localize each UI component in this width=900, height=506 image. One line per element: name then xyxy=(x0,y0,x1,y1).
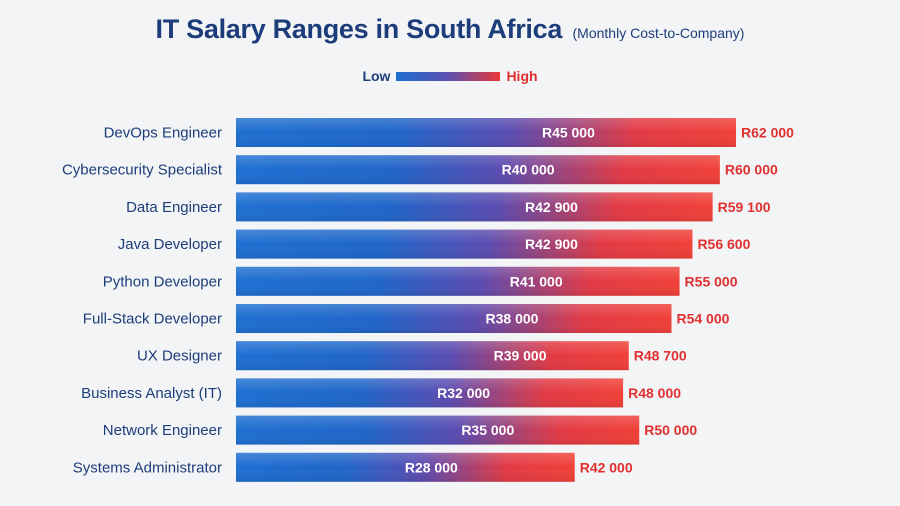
chart-subtitle: (Monthly Cost-to-Company) xyxy=(572,25,745,41)
salary-bar-gloss xyxy=(236,378,624,408)
category-label: Full-Stack Developer xyxy=(83,311,222,328)
category-label: Business Analyst (IT) xyxy=(81,385,222,402)
high-value-label: R54 000 xyxy=(676,311,729,327)
salary-bar-gloss xyxy=(236,118,736,147)
legend-high-label: High xyxy=(506,68,538,84)
salary-bar-gloss xyxy=(236,155,720,185)
salary-bar-gloss xyxy=(236,229,693,259)
high-value-label: R59 100 xyxy=(718,199,771,215)
category-label: Cybersecurity Specialist xyxy=(62,162,223,179)
legend: Low High xyxy=(0,68,900,84)
category-label: Python Developer xyxy=(103,273,222,290)
category-label: UX Designer xyxy=(137,348,222,365)
high-value-label: R55 000 xyxy=(685,273,738,289)
low-value-label: R39 000 xyxy=(494,348,547,364)
salary-bar-gloss xyxy=(236,452,575,482)
chart-title: IT Salary Ranges in South Africa xyxy=(155,14,563,44)
low-value-label: R32 000 xyxy=(437,385,490,401)
low-value-label: R40 000 xyxy=(502,162,555,178)
low-value-label: R35 000 xyxy=(461,422,514,438)
legend-gradient-swatch xyxy=(396,71,501,81)
high-value-label: R62 000 xyxy=(741,125,794,141)
low-value-label: R45 000 xyxy=(542,125,595,141)
category-label: Java Developer xyxy=(118,236,222,253)
category-label: Network Engineer xyxy=(103,422,222,439)
chart-title-block: IT Salary Ranges in South Africa (Monthl… xyxy=(0,14,900,45)
legend-low-label: Low xyxy=(362,68,391,84)
high-value-label: R56 600 xyxy=(697,236,750,252)
category-label: Systems Administrator xyxy=(73,459,222,476)
low-value-label: R28 000 xyxy=(405,459,458,475)
salary-bar-gloss xyxy=(236,415,640,445)
category-label: DevOps Engineer xyxy=(104,125,222,142)
high-value-label: R42 000 xyxy=(580,459,633,475)
high-value-label: R48 000 xyxy=(628,385,681,401)
salary-bar-gloss xyxy=(236,304,672,333)
low-value-label: R38 000 xyxy=(486,311,539,327)
low-value-label: R41 000 xyxy=(510,273,563,289)
high-value-label: R50 000 xyxy=(644,422,697,438)
salary-bar-gloss xyxy=(236,266,680,296)
high-value-label: R48 700 xyxy=(634,348,687,364)
low-value-label: R42 900 xyxy=(525,199,578,215)
category-label: Data Engineer xyxy=(126,199,222,216)
low-value-label: R42 900 xyxy=(525,236,578,252)
salary-bar-gloss xyxy=(236,341,629,371)
salary-bar-gloss xyxy=(236,192,713,222)
high-value-label: R60 000 xyxy=(725,162,778,178)
